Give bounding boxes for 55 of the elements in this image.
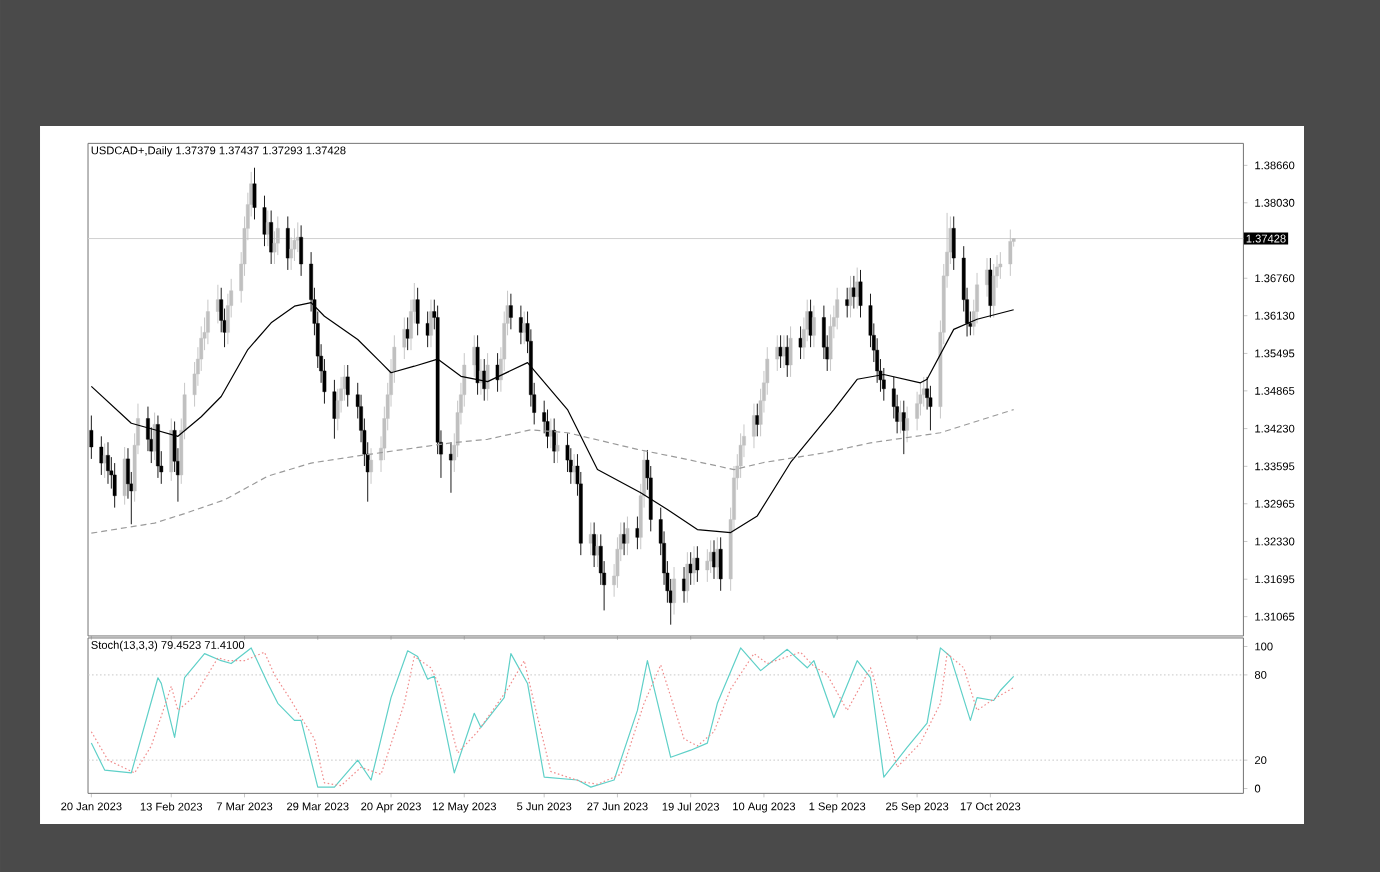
- candlestick: [275, 216, 280, 256]
- candlestick: [285, 216, 290, 271]
- candlestick: [485, 352, 490, 402]
- candlestick: [998, 251, 1003, 280]
- candlestick: [99, 435, 104, 476]
- candlestick: [292, 227, 297, 262]
- candlestick: [545, 409, 550, 449]
- candlestick: [592, 522, 596, 568]
- candlestick: [685, 551, 690, 604]
- candlestick: [915, 391, 919, 431]
- candlestick: [828, 314, 833, 372]
- candlestick: [625, 516, 630, 556]
- candlestick: [475, 334, 480, 396]
- candlestick: [519, 305, 523, 345]
- line-series: [90, 408, 1015, 534]
- candlestick: [812, 305, 816, 348]
- candlestick: [775, 334, 780, 372]
- candlestick: [672, 566, 676, 616]
- candlestick: [858, 269, 863, 318]
- candlestick: [122, 446, 127, 506]
- candlestick: [152, 412, 157, 461]
- candlestick: [555, 432, 560, 464]
- candlestick: [102, 443, 107, 479]
- candlestick: [588, 522, 593, 556]
- candlestick: [778, 334, 783, 369]
- candlestick: [705, 548, 710, 583]
- candlestick: [509, 293, 513, 330]
- candlestick: [845, 287, 850, 318]
- candlestick: [798, 325, 803, 360]
- candlestick: [788, 325, 793, 378]
- candlestick: [425, 311, 430, 348]
- candlestick: [289, 236, 293, 271]
- candlestick: [369, 447, 373, 485]
- candlestick: [752, 403, 756, 449]
- candlestick: [552, 418, 557, 464]
- candlestick: [345, 364, 350, 408]
- candlestick: [848, 275, 853, 318]
- candlestick: [695, 545, 700, 583]
- candlestick: [156, 415, 160, 479]
- candlestick: [905, 406, 909, 443]
- candlestick: [169, 418, 174, 482]
- candlestick: [405, 317, 410, 351]
- candlestick: [991, 263, 996, 318]
- candlestick: [449, 441, 453, 494]
- candlestick: [901, 400, 906, 455]
- candlestick: [89, 415, 94, 460]
- candlestick: [718, 536, 723, 592]
- candlestick: [708, 539, 713, 574]
- candlestick: [495, 352, 500, 393]
- candlestick: [332, 379, 337, 440]
- candlestick: [415, 287, 420, 336]
- candlestick: [928, 385, 933, 431]
- candlestick: [692, 545, 696, 586]
- candlestick: [299, 224, 303, 277]
- candlestick: [835, 287, 840, 330]
